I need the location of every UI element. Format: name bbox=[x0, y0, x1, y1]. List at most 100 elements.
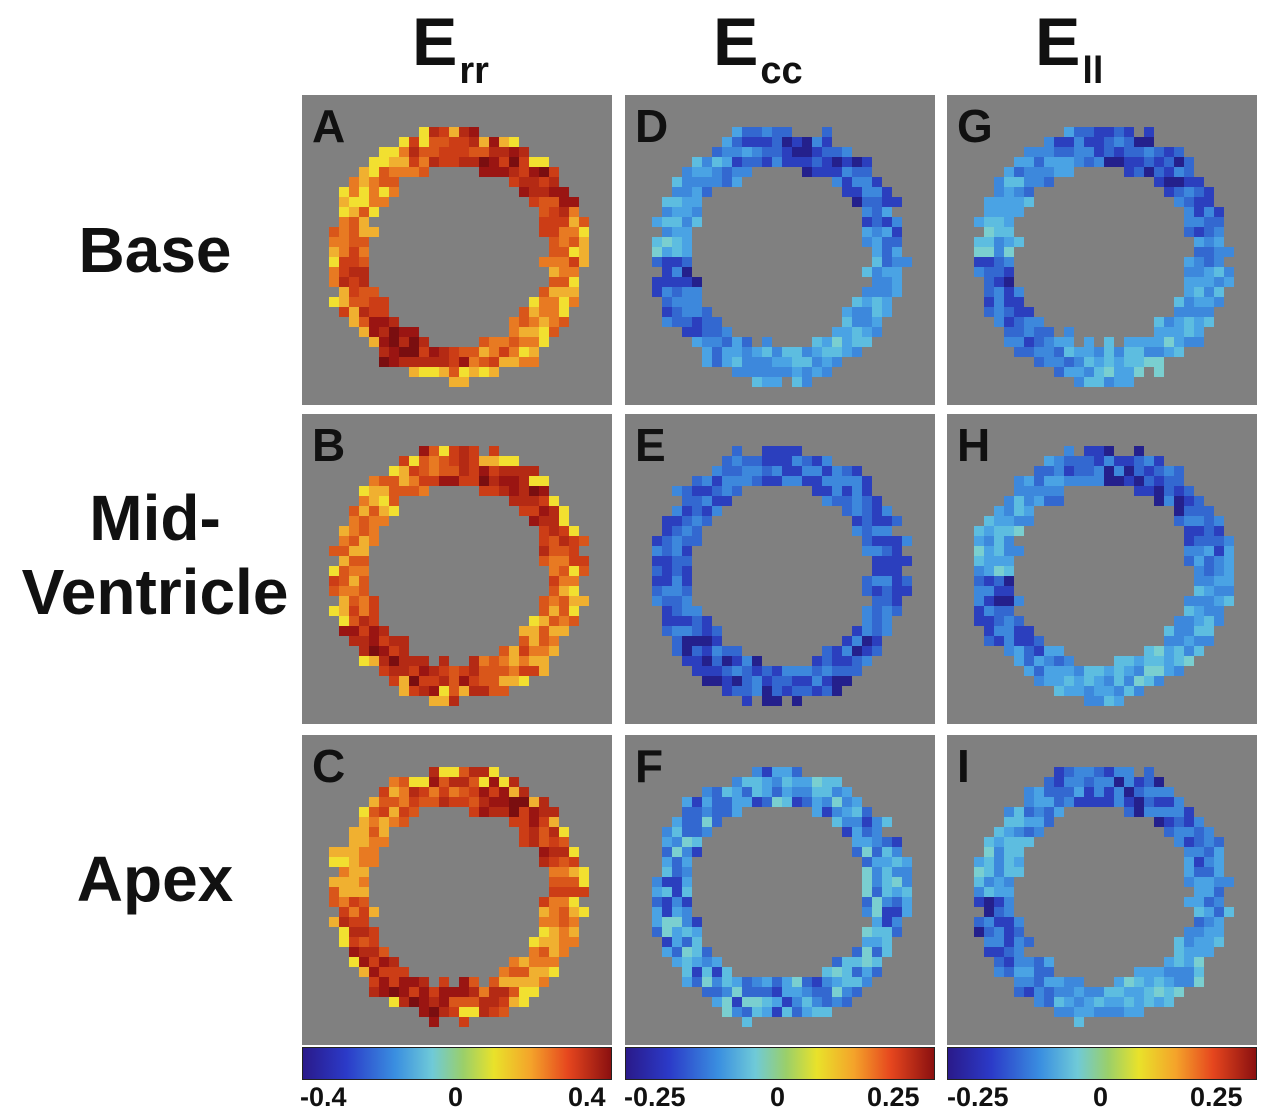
strain-pixel bbox=[832, 686, 842, 696]
strain-pixel bbox=[449, 377, 459, 387]
strain-pixel bbox=[349, 586, 359, 596]
strain-pixel bbox=[1084, 137, 1094, 147]
strain-pixel bbox=[479, 777, 489, 787]
strain-pixel bbox=[802, 367, 812, 377]
strain-pixel bbox=[1024, 656, 1034, 666]
strain-pixel bbox=[1094, 987, 1104, 997]
strain-pixel bbox=[682, 207, 692, 217]
strain-pixel bbox=[369, 937, 379, 947]
strain-pixel bbox=[782, 977, 792, 987]
strain-pixel bbox=[872, 967, 882, 977]
strain-pixel bbox=[559, 556, 569, 566]
strain-pixel bbox=[682, 867, 692, 877]
strain-pixel bbox=[872, 207, 882, 217]
strain-pixel bbox=[682, 317, 692, 327]
strain-pixel bbox=[509, 817, 519, 827]
strain-pixel bbox=[459, 357, 469, 367]
strain-pixel bbox=[852, 466, 862, 476]
strain-pixel bbox=[1204, 606, 1214, 616]
strain-pixel bbox=[1114, 456, 1124, 466]
strain-pixel bbox=[529, 977, 539, 987]
strain-pixel bbox=[882, 516, 892, 526]
strain-pixel bbox=[1114, 1007, 1124, 1017]
strain-pixel bbox=[692, 957, 702, 967]
column-title-main: E bbox=[713, 4, 759, 80]
strain-pixel bbox=[1204, 247, 1214, 257]
strain-pixel bbox=[499, 987, 509, 997]
strain-pixel bbox=[1184, 177, 1194, 187]
strain-pixel bbox=[1054, 466, 1064, 476]
strain-pixel bbox=[692, 207, 702, 217]
strain-pixel bbox=[549, 586, 559, 596]
strain-pixel bbox=[1214, 847, 1224, 857]
strain-pixel bbox=[409, 147, 419, 157]
strain-pixel bbox=[682, 586, 692, 596]
strain-pixel bbox=[1054, 656, 1064, 666]
strain-pixel bbox=[852, 957, 862, 967]
strain-pixel bbox=[1004, 297, 1014, 307]
strain-pixel bbox=[862, 267, 872, 277]
strain-pixel bbox=[369, 506, 379, 516]
strain-pixel bbox=[862, 837, 872, 847]
strain-pixel bbox=[369, 927, 379, 937]
strain-pixel bbox=[852, 516, 862, 526]
strain-pixel bbox=[1124, 666, 1134, 676]
strain-pixel bbox=[682, 596, 692, 606]
strain-pixel bbox=[1134, 967, 1144, 977]
strain-pixel bbox=[329, 847, 339, 857]
strain-pixel bbox=[1094, 686, 1104, 696]
strain-pixel bbox=[1144, 666, 1154, 676]
strain-pixel bbox=[449, 797, 459, 807]
strain-pixel bbox=[1194, 317, 1204, 327]
strain-pixel bbox=[692, 636, 702, 646]
strain-pixel bbox=[559, 506, 569, 516]
strain-pixel bbox=[702, 157, 712, 167]
colorbar-tick-max: 0.4 bbox=[568, 1082, 606, 1112]
strain-pixel bbox=[1204, 536, 1214, 546]
strain-pixel bbox=[1014, 287, 1024, 297]
strain-pixel bbox=[499, 686, 509, 696]
strain-pixel bbox=[872, 877, 882, 887]
strain-pixel bbox=[842, 787, 852, 797]
strain-pixel bbox=[722, 157, 732, 167]
strain-pixel bbox=[1194, 917, 1204, 927]
strain-pixel bbox=[369, 807, 379, 817]
strain-pixel bbox=[369, 827, 379, 837]
strain-pixel bbox=[1194, 337, 1204, 347]
strain-pixel bbox=[1134, 456, 1144, 466]
strain-pixel bbox=[549, 877, 559, 887]
strain-pixel bbox=[449, 456, 459, 466]
strain-pixel bbox=[569, 586, 579, 596]
strain-pixel bbox=[569, 207, 579, 217]
strain-pixel bbox=[509, 317, 519, 327]
strain-pixel bbox=[1204, 187, 1214, 197]
strain-pixel bbox=[529, 307, 539, 317]
strain-pixel bbox=[1054, 347, 1064, 357]
strain-pixel bbox=[1014, 937, 1024, 947]
strain-pixel bbox=[1034, 636, 1044, 646]
strain-pixel bbox=[762, 357, 772, 367]
strain-pixel bbox=[782, 357, 792, 367]
strain-pixel bbox=[802, 377, 812, 387]
strain-pixel bbox=[712, 466, 722, 476]
strain-pixel bbox=[682, 907, 692, 917]
panel-label: D bbox=[635, 100, 669, 152]
strain-pixel bbox=[1034, 827, 1044, 837]
strain-pixel bbox=[892, 857, 902, 867]
strain-pixel bbox=[479, 167, 489, 177]
strain-pixel bbox=[1044, 486, 1054, 496]
strain-pixel bbox=[692, 626, 702, 636]
strain-pixel bbox=[842, 177, 852, 187]
strain-pixel bbox=[862, 907, 872, 917]
strain-pixel bbox=[842, 636, 852, 646]
strain-pixel bbox=[752, 157, 762, 167]
strain-pixel bbox=[822, 666, 832, 676]
strain-pixel bbox=[349, 857, 359, 867]
strain-pixel bbox=[1034, 327, 1044, 337]
strain-pixel bbox=[752, 777, 762, 787]
strain-pixel bbox=[722, 486, 732, 496]
strain-pixel bbox=[479, 466, 489, 476]
strain-pixel bbox=[852, 626, 862, 636]
strain-pixel bbox=[519, 676, 529, 686]
strain-pixel bbox=[359, 546, 369, 556]
